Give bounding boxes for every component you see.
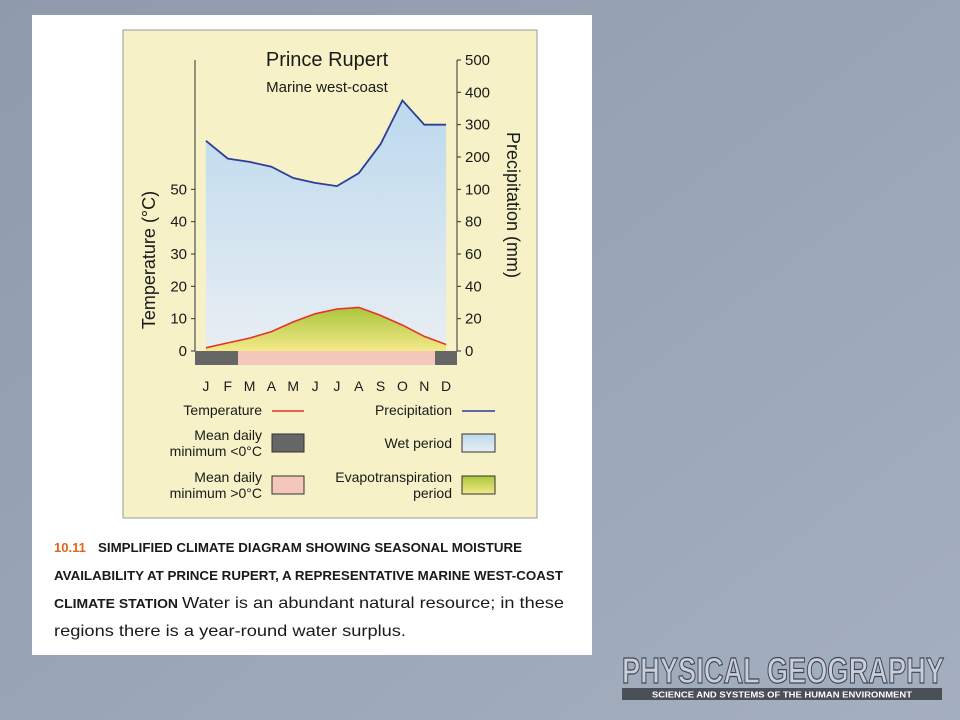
x-tick-label: A [354, 378, 364, 394]
y2-tick-label: 300 [465, 117, 490, 134]
y2-axis-label: Precipitation (mm) [503, 132, 523, 278]
wet-period-area [205, 100, 447, 348]
figure-number: 10.11 [54, 540, 86, 555]
legend-label: Mean daily [194, 469, 262, 485]
x-tick-label: N [419, 378, 429, 394]
logo-bar [622, 688, 942, 700]
x-tick-label: J [312, 378, 319, 394]
y2-tick-label: 80 [465, 214, 482, 231]
legend-label: Temperature [183, 402, 262, 418]
y-tick-label: 40 [170, 214, 187, 231]
frost-period-bar [195, 351, 238, 365]
legend-label: minimum <0°C [170, 443, 262, 459]
x-tick-label: A [267, 378, 277, 394]
x-tick-label: J [333, 378, 340, 394]
x-tick-label: S [376, 378, 385, 394]
caption-heading: SIMPLIFIED CLIMATE DIAGRAM SHOWING SEASO… [98, 540, 522, 555]
y2-tick-label: 500 [465, 52, 490, 69]
y2-tick-label: 400 [465, 84, 490, 101]
frost-period-bar [435, 351, 457, 365]
legend-label: Mean daily [194, 427, 262, 443]
legend-label: Precipitation [375, 402, 452, 418]
x-tick-label: D [441, 378, 451, 394]
caption-text: Water is an abundant natural resource; i… [182, 595, 564, 612]
x-tick-label: J [202, 378, 209, 394]
legend-swatch [461, 475, 496, 495]
legend-label: period [413, 485, 452, 501]
caption-heading: AVAILABILITY AT PRINCE RUPERT, A REPRESE… [54, 568, 563, 583]
legend-label: Evapotranspiration [335, 469, 452, 485]
y-tick-label: 30 [170, 246, 187, 263]
caption-heading: CLIMATE STATION [54, 596, 178, 611]
chart-subtitle: Marine west-coast [266, 79, 389, 96]
legend-swatch [271, 433, 305, 453]
x-tick-label: M [287, 378, 299, 394]
frost-free-bar [238, 351, 435, 365]
temperature-line [205, 306, 447, 349]
y2-tick-label: 40 [465, 278, 482, 295]
y2-tick-label: 0 [465, 343, 473, 360]
legend-swatch [461, 433, 496, 453]
legend-label: minimum >0°C [170, 485, 262, 501]
caption-text: regions there is a year-round water surp… [54, 623, 406, 640]
y-tick-label: 20 [170, 278, 187, 295]
logo-title: PHYSICAL GEOGRAPHY [622, 650, 944, 691]
chart-title: Prince Rupert [266, 49, 389, 71]
y-tick-label: 50 [170, 181, 187, 198]
y-tick-label: 10 [170, 311, 187, 328]
y2-tick-label: 20 [465, 311, 482, 328]
y2-tick-label: 100 [465, 181, 490, 198]
y2-tick-label: 200 [465, 149, 490, 166]
x-tick-label: M [244, 378, 256, 394]
logo-subtitle: SCIENCE AND SYSTEMS OF THE HUMAN ENVIRON… [652, 691, 912, 700]
legend-label: Wet period [385, 435, 452, 451]
legend-swatch [271, 475, 305, 495]
x-tick-label: F [223, 378, 232, 394]
y-tick-label: 0 [179, 343, 187, 360]
precipitation-line [205, 98, 447, 188]
x-tick-label: O [397, 378, 408, 394]
y2-tick-label: 60 [465, 246, 482, 263]
y-axis-label: Temperature (°C) [139, 191, 159, 329]
